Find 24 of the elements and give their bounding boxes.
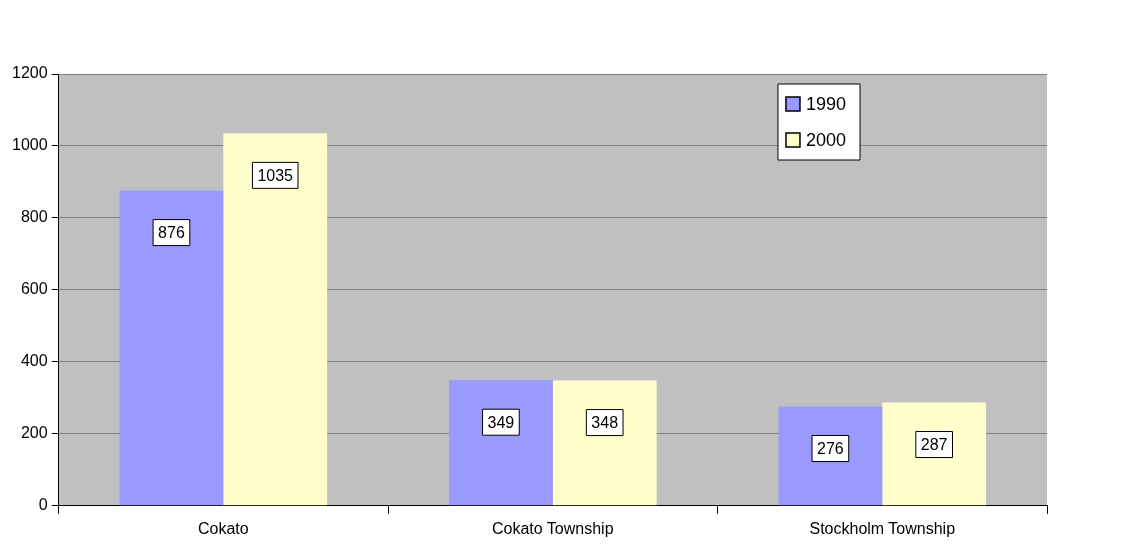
bar bbox=[552, 380, 657, 506]
y-tick-label: 600 bbox=[20, 280, 48, 298]
data-label: 1035 bbox=[257, 166, 294, 184]
y-tick-label: 1000 bbox=[12, 136, 48, 154]
y-tick-label: 1200 bbox=[12, 64, 48, 82]
x-tick-label: Cokato bbox=[197, 519, 249, 537]
legend-label: 2000 bbox=[805, 129, 847, 150]
data-label: 349 bbox=[487, 413, 515, 431]
data-label: 287 bbox=[920, 435, 948, 453]
data-label: 276 bbox=[817, 439, 844, 457]
bar bbox=[223, 133, 328, 506]
data-label: 876 bbox=[158, 223, 185, 241]
data-label: 348 bbox=[591, 413, 619, 431]
y-tick-label: 0 bbox=[38, 496, 48, 514]
bar bbox=[778, 406, 883, 506]
bar bbox=[882, 402, 987, 506]
legend-label: 1990 bbox=[805, 93, 847, 114]
bar bbox=[449, 380, 553, 506]
bar bbox=[119, 190, 224, 506]
y-tick-label: 800 bbox=[20, 208, 48, 226]
x-tick-label: Cokato Township bbox=[492, 519, 614, 537]
y-tick-label: 400 bbox=[20, 352, 48, 370]
x-tick-label: Stockholm Township bbox=[809, 519, 956, 537]
y-tick-label: 200 bbox=[20, 424, 48, 442]
